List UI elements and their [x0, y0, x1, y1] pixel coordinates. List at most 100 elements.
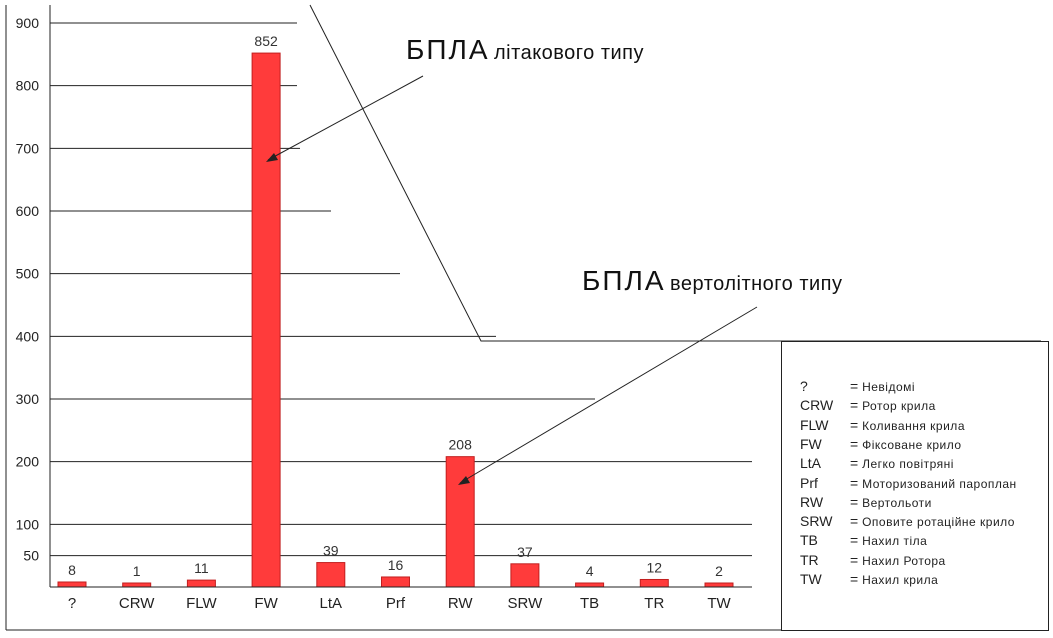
y-tick-label: 500 [16, 266, 40, 282]
bar-SRW [510, 563, 540, 588]
x-tick-label: FLW [186, 595, 217, 612]
bar-value-label: 37 [517, 544, 533, 560]
legend-desc: Легко повітряні [862, 457, 954, 472]
bar-value-label: 2 [715, 563, 723, 579]
legend-code: FW [800, 435, 822, 452]
legend-item: RW = Вертольоти [800, 494, 932, 510]
legend-item: LtA = Легко повітряні [800, 455, 954, 471]
y-tick-label: 900 [16, 15, 40, 31]
bar-value-label: 16 [388, 557, 404, 573]
bar-FW [251, 52, 281, 588]
bar-TB [575, 582, 605, 588]
x-tick-label: LtA [320, 595, 343, 612]
bar-? [57, 581, 87, 588]
x-tick-label: TW [707, 595, 731, 612]
bar-value-label: 208 [449, 437, 473, 453]
legend-item: TW = Нахил крила [800, 571, 938, 587]
y-tick-label: 50 [23, 548, 39, 564]
legend-code: FLW [800, 416, 829, 433]
y-tick-label: 100 [16, 516, 40, 532]
legend-desc: Невідомі [862, 380, 916, 394]
legend-item: CRW = Ротор крила [800, 397, 936, 413]
legend: ? = Невідомі CRW = Ротор крила FLW = Коливанн… [781, 341, 1049, 631]
legend-item: TR = Нахил Ротора [800, 552, 946, 568]
legend-separator: = [850, 532, 863, 549]
bar-value-label: 1 [133, 563, 141, 579]
bar-RW [445, 456, 475, 588]
bar-value-label: 4 [586, 563, 594, 579]
bars [57, 52, 734, 588]
bar-TR [639, 578, 669, 588]
legend-code: SRW [800, 513, 833, 530]
y-tick-label: 400 [16, 328, 40, 344]
x-tick-label: SRW [508, 595, 544, 612]
x-tick-label: TR [644, 595, 664, 612]
legend-code: RW [800, 493, 824, 510]
legend-separator: = [850, 416, 863, 433]
y-tick-label: 200 [16, 454, 40, 470]
x-tick-label: CRW [119, 595, 155, 612]
bar-TW [704, 582, 734, 588]
fw-annotation: БПЛА літакового типу [406, 34, 644, 66]
legend-code: TR [800, 551, 819, 568]
bar-value-label: 11 [194, 560, 209, 576]
legend-separator: = [850, 455, 863, 472]
y-tick-label: 600 [16, 203, 40, 219]
rw-annotation-small: вертолітного типу [670, 273, 843, 295]
legend-code: LtA [800, 455, 822, 472]
bar-CRW [122, 582, 152, 588]
rw-annotation-arrow [459, 306, 758, 484]
legend-desc: Нахил Ротора [862, 553, 946, 568]
bar-FLW [186, 579, 216, 588]
legend-separator: = [850, 378, 863, 394]
legend-desc: Моторизований пароплан [862, 476, 1017, 491]
rw-arrowhead [458, 476, 470, 485]
bar-LtA [316, 562, 346, 588]
x-tick-label: Prf [386, 595, 406, 612]
legend-item: TB = Нахил тіла [800, 532, 927, 548]
legend-desc: Ротор крила [862, 399, 936, 414]
legend-code: TW [800, 571, 822, 587]
x-tick-label: ? [68, 595, 76, 612]
legend-item: FLW = Коливання крила [800, 417, 965, 433]
y-tick-label: 300 [16, 391, 40, 407]
y-axis-tick-labels: 50 100 200 300 400 500 600 700 800 900 [16, 15, 40, 564]
rw-annotation-big: БПЛА [582, 265, 666, 296]
legend-item: ? = Невідомі [800, 378, 915, 394]
legend-separator: = [850, 513, 863, 530]
legend-code: Prf [800, 474, 818, 491]
x-axis-tick-labels: ? CRW FLW FW LtA Prf RW SRW TB TR TW [68, 595, 732, 612]
bar-value-label: 8 [68, 562, 76, 578]
legend-item: FW = Фіксоване крило [800, 436, 962, 452]
annotation-arrows [266, 75, 758, 485]
fw-annotation-big: БПЛА [406, 34, 490, 65]
legend-desc: Вертольоти [862, 495, 932, 510]
legend-code: CRW [800, 397, 834, 414]
legend-separator: = [850, 571, 863, 587]
legend-desc: Оповите ротаційне крило [862, 515, 1015, 530]
bar-value-label: 852 [254, 33, 278, 49]
legend-desc: Фіксоване крило [862, 437, 962, 452]
fw-arrowhead [266, 153, 278, 162]
legend-separator: = [850, 551, 863, 568]
rw-annotation: БПЛА вертолітного типу [582, 265, 842, 297]
legend-desc: Коливання крила [862, 418, 965, 433]
x-tick-label: TB [580, 595, 599, 612]
y-tick-label: 800 [16, 78, 40, 94]
bar-value-label: 39 [323, 543, 339, 559]
legend-separator: = [850, 397, 863, 414]
legend-item: SRW = Оповите ротаційне крило [800, 513, 1015, 529]
legend-separator: = [850, 435, 863, 452]
legend-desc: Нахил тіла [862, 534, 928, 549]
x-tick-label: FW [254, 595, 278, 612]
legend-code: ? [800, 378, 808, 394]
bar-Prf [381, 576, 410, 588]
bar-value-label: 12 [647, 559, 663, 575]
y-tick-label: 700 [16, 140, 40, 156]
legend-separator: = [850, 493, 863, 510]
legend-separator: = [850, 474, 863, 491]
x-tick-label: RW [448, 595, 474, 612]
legend-code: TB [800, 532, 818, 549]
